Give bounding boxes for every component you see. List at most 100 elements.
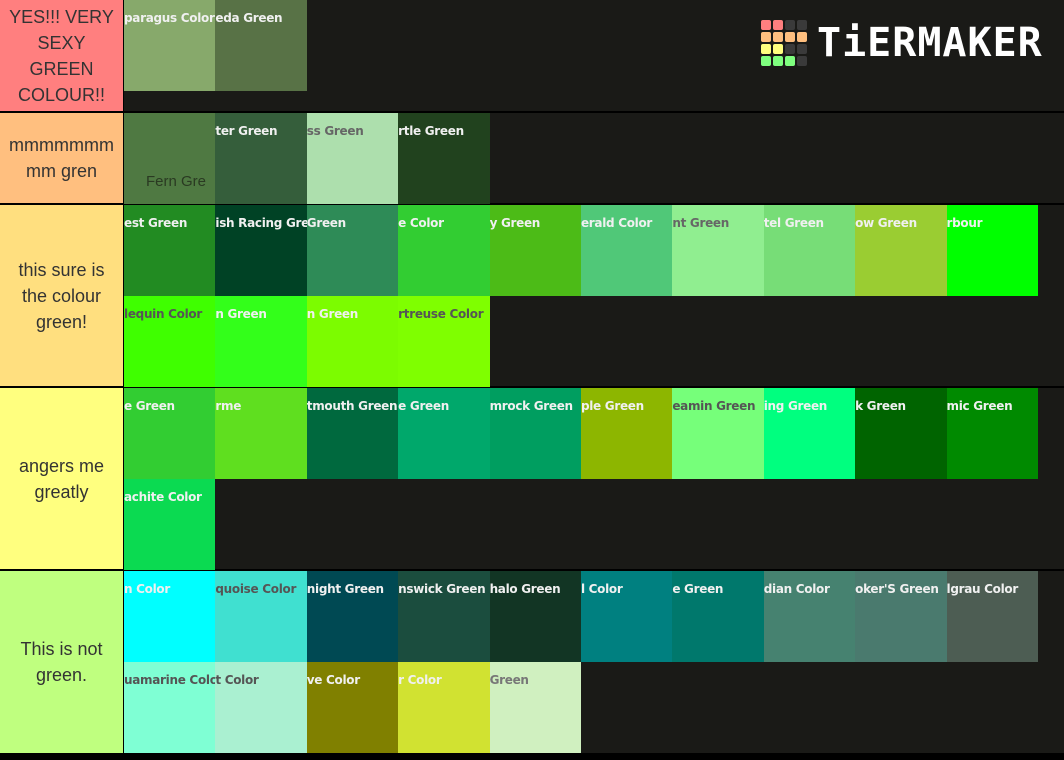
tile-name: lgrau Color [946,582,1019,596]
tile-name: erald Color [580,216,653,230]
tile-name: lequin Color [124,307,202,321]
color-tile[interactable]: Green [306,205,399,296]
logo-text: TiERMAKER [817,20,1043,66]
tier-row: mmmmmmm mm gren Fern Gre ter Green ss Green… [0,113,1064,205]
logo-grid-icon [761,20,807,66]
color-tile[interactable]: halo Green [489,571,581,662]
color-tile[interactable]: Fern Gre [124,113,216,204]
color-tile[interactable]: eda Green [215,0,307,91]
tile-name: ter Green [215,124,278,138]
color-tile[interactable]: tel Green [763,205,856,296]
tile-name: e Green [672,582,724,596]
color-tile[interactable]: lequin Color [124,296,216,387]
tile-name: r Color [398,673,442,687]
color-tile[interactable]: rtle Green [398,113,490,204]
tier-row: this sure is the colour green! est Green i… [0,205,1064,388]
color-tile[interactable]: e Green [672,571,764,662]
tier-tiles: n Color quoise Color night Green nswick Gre… [124,571,1064,753]
color-tile[interactable]: nt Green [672,205,764,296]
color-tile[interactable]: dian Color [763,571,856,662]
tile-name: e Green [124,399,175,413]
color-tile[interactable]: mic Green [946,388,1038,479]
color-tile[interactable]: ing Green [763,388,856,479]
tile-name: eamin Green [672,399,756,413]
color-tile[interactable]: erald Color [580,205,673,296]
tiermaker-logo[interactable]: TiERMAKER [761,20,1043,66]
tile-caption: Fern Gre [146,173,207,190]
color-tile[interactable]: l Color [580,571,673,662]
color-tile[interactable]: y Green [489,205,581,296]
tile-name: k Green [855,399,906,413]
color-tile[interactable]: tmouth Green [306,388,399,479]
color-tile[interactable]: nswick Green [398,571,490,662]
tile-name: y Green [489,216,541,230]
color-tile[interactable]: ss Green [306,113,399,204]
tile-name: rtle Green [398,124,464,138]
tier-tiles: est Green ish Racing GreenGreen e Color y G… [124,205,1064,387]
color-tile[interactable]: rbour [946,205,1038,296]
color-tile[interactable]: paragus Color [124,0,216,91]
color-tile[interactable]: ish Racing Green [215,205,307,296]
tile-name: n Green [215,307,267,321]
tile-name: ing Green [763,399,828,413]
tile-name: quoise Color [215,582,297,596]
color-tile[interactable]: n Color [124,571,216,662]
tile-name: ish Racing Green [215,216,307,230]
tier-label[interactable]: this sure is the colour green! [0,205,124,386]
color-tile[interactable]: e Green [398,388,490,479]
logo-square [797,44,807,54]
color-tile[interactable]: n Green [306,296,399,387]
logo-square [773,56,783,66]
color-tile[interactable]: ve Color [306,662,399,753]
logo-square [785,56,795,66]
color-tile[interactable]: r Color [398,662,490,753]
tile-name: est Green [124,216,188,230]
tile-name: n Color [124,582,170,596]
tile-name: rbour [946,216,983,230]
tile-name: e Green [398,399,449,413]
color-tile[interactable]: e Green [124,388,216,479]
color-tile[interactable]: Green [489,662,581,753]
tile-name: ss Green [306,124,364,138]
color-tile[interactable]: n Green [215,296,307,387]
tile-name: nt Green [672,216,729,230]
color-tile[interactable]: eamin Green [672,388,764,479]
tile-name: paragus Color [124,11,215,25]
color-tile[interactable]: e Color [398,205,490,296]
color-tile[interactable]: ter Green [215,113,307,204]
tile-name: oker'S Green [855,582,939,596]
tier-label[interactable]: This is not green. [0,571,124,753]
tier-label[interactable]: mmmmmmm mm gren [0,113,124,203]
color-tile[interactable]: lgrau Color [946,571,1038,662]
logo-square [773,32,783,42]
color-tile[interactable]: rtreuse Color [398,296,490,387]
tile-name: dian Color [763,582,830,596]
color-tile[interactable]: ple Green [580,388,673,479]
tier-row: This is not green. n Color quoise Color nig… [0,571,1064,755]
color-tile[interactable]: est Green [124,205,216,296]
tier-label[interactable]: angers me greatly [0,388,124,569]
color-tile[interactable]: achite Color [124,479,216,570]
color-tile[interactable]: oker'S Green [855,571,947,662]
logo-square [797,56,807,66]
color-tile[interactable]: ow Green [855,205,947,296]
color-tile[interactable]: quoise Color [215,571,307,662]
tile-name: halo Green [489,582,561,596]
color-tile[interactable]: night Green [306,571,399,662]
color-tile[interactable]: k Green [855,388,947,479]
tier-row: angers me greatly e Green rme tmouth Green e… [0,388,1064,571]
logo-square [785,44,795,54]
tile-name: rtreuse Color [398,307,484,321]
color-tile[interactable]: mrock Green [489,388,581,479]
logo-square [797,20,807,30]
tier-label[interactable]: YES!!! VERY SEXY GREEN COLOUR!! [0,0,124,111]
color-tile[interactable]: t Color [215,662,307,753]
logo-square [785,20,795,30]
tile-name: tel Green [763,216,824,230]
tier-tiles: Fern Gre ter Green ss Green rtle Green [124,113,1064,204]
tile-name: Green [306,216,346,230]
color-tile[interactable]: rme [215,388,307,479]
color-tile[interactable]: uamarine Color [124,662,216,753]
logo-square [773,20,783,30]
